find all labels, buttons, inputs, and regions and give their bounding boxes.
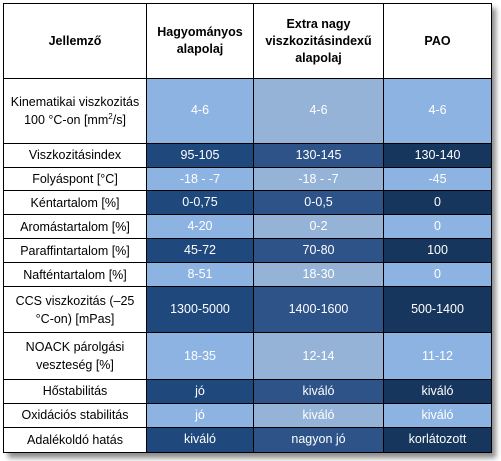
- cell-conventional: jó: [146, 402, 254, 428]
- cell-extra-high-vi: 18-30: [253, 262, 384, 288]
- table-row: Hőstabilitás jó kiváló kiváló: [3, 379, 492, 404]
- cell-pao: -45: [383, 166, 492, 192]
- table-row: CCS viszkozitás (–25 °C-on) [mPas] 1300-…: [3, 286, 492, 334]
- table-row: Aromástartalom [%] 4-20 0-2 0: [3, 214, 492, 240]
- row-label-kinematic-viscosity: Kinematikai viszkozitás 100 °C-on [mm2/s…: [3, 78, 147, 144]
- row-label-naphthene-content: Nafténtartalom [%]: [3, 262, 147, 288]
- cell-pao: 4-6: [383, 78, 492, 144]
- cell-extra-high-vi: 70-80: [253, 238, 384, 264]
- table-row: NOACK párolgási veszteség [%] 18-35 12-1…: [3, 332, 492, 380]
- cell-extra-high-vi: 130-145: [253, 142, 384, 168]
- cell-extra-high-vi: nagyon jó: [253, 426, 384, 454]
- row-label-noack-loss: NOACK párolgási veszteség [%]: [3, 332, 147, 380]
- row-label-oxidation-stability: Oxidációs stabilitás: [3, 402, 147, 428]
- cell-extra-high-vi: kiváló: [253, 379, 384, 404]
- table-row: Folyáspont [°C] -18 - -7 -18 - -7 -45: [3, 166, 492, 192]
- table-row: Nafténtartalom [%] 8-51 18-30 0: [3, 262, 492, 288]
- cell-pao: 11-12: [383, 332, 492, 380]
- cell-conventional: 4-20: [146, 214, 254, 240]
- cell-pao: 0: [383, 214, 492, 240]
- row-label-sulfur-content: Kéntartalom [%]: [3, 190, 147, 216]
- table-row: Kéntartalom [%] 0-0,75 0-0,5 0: [3, 190, 492, 216]
- cell-extra-high-vi: 0-0,5: [253, 190, 384, 216]
- cell-conventional: 18-35: [146, 332, 254, 380]
- cell-pao: 0: [383, 190, 492, 216]
- cell-conventional: 45-72: [146, 238, 254, 264]
- cell-conventional: jó: [146, 379, 254, 404]
- table-row: Adalékoldó hatás kiváló nagyon jó korlát…: [3, 426, 492, 454]
- cell-pao: 130-140: [383, 142, 492, 168]
- header-row: Jellemző Hagyományos alapolaj Extra nagy…: [3, 3, 492, 79]
- cell-extra-high-vi: 0-2: [253, 214, 384, 240]
- cell-extra-high-vi: -18 - -7: [253, 166, 384, 192]
- cell-extra-high-vi: 4-6: [253, 78, 384, 144]
- cell-conventional: kiváló: [146, 426, 254, 454]
- row-label-ccs-viscosity: CCS viszkozitás (–25 °C-on) [mPas]: [3, 286, 147, 334]
- cell-extra-high-vi: kiváló: [253, 402, 384, 428]
- cell-pao: 500-1400: [383, 286, 492, 334]
- table-row: Viszkozitásindex 95-105 130-145 130-140: [3, 142, 492, 168]
- row-label-thermal-stability: Hőstabilitás: [3, 379, 147, 404]
- cell-conventional: 0-0,75: [146, 190, 254, 216]
- cell-pao: kiváló: [383, 379, 492, 404]
- base-oil-comparison-table: Jellemző Hagyományos alapolaj Extra nagy…: [3, 3, 492, 454]
- cell-pao: 0: [383, 262, 492, 288]
- header-property: Jellemző: [3, 3, 147, 79]
- table-row: Kinematikai viszkozitás 100 °C-on [mm2/s…: [3, 78, 492, 144]
- row-label-paraffin-content: Paraffintartalom [%]: [3, 238, 147, 264]
- row-label-viscosity-index: Viszkozitásindex: [3, 142, 147, 168]
- cell-conventional: 1300-5000: [146, 286, 254, 334]
- cell-pao: 100: [383, 238, 492, 264]
- comparison-table-wrapper: Jellemző Hagyományos alapolaj Extra nagy…: [3, 3, 492, 454]
- cell-conventional: -18 - -7: [146, 166, 254, 192]
- table-row: Oxidációs stabilitás jó kiváló kiváló: [3, 402, 492, 428]
- cell-pao: korlátozott: [383, 426, 492, 454]
- header-conventional-base-oil: Hagyományos alapolaj: [146, 3, 254, 79]
- table-row: Paraffintartalom [%] 45-72 70-80 100: [3, 238, 492, 264]
- header-pao: PAO: [383, 3, 492, 79]
- cell-extra-high-vi: 1400-1600: [253, 286, 384, 334]
- cell-conventional: 8-51: [146, 262, 254, 288]
- row-label-additive-solvency: Adalékoldó hatás: [3, 426, 147, 454]
- cell-conventional: 95-105: [146, 142, 254, 168]
- cell-pao: kiváló: [383, 402, 492, 428]
- header-extra-high-vi-base-oil: Extra nagy viszkozitásindexű alapolaj: [253, 3, 384, 79]
- row-label-pour-point: Folyáspont [°C]: [3, 166, 147, 192]
- row-label-aromatic-content: Aromástartalom [%]: [3, 214, 147, 240]
- cell-conventional: 4-6: [146, 78, 254, 144]
- cell-extra-high-vi: 12-14: [253, 332, 384, 380]
